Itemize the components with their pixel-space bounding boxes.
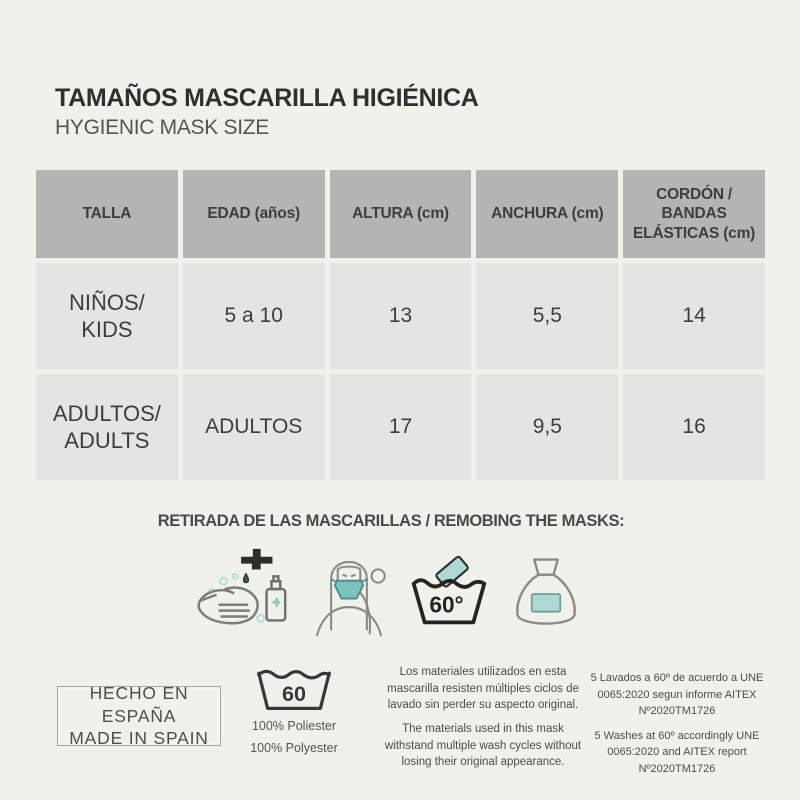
table-cell-kids-cordon: 14 (623, 263, 765, 369)
removal-section-title: RETIRADA DE LAS MASCARILLAS / REMOBING T… (157, 512, 625, 530)
material-es: 100% Poliester (251, 719, 337, 733)
remove-mask-icon (302, 540, 396, 644)
mask-in-bag (530, 593, 562, 613)
table-cell-kids-talla: NIÑOS/ KIDS (36, 263, 178, 369)
col-header-anchura: ANCHURA (cm) (476, 170, 619, 258)
mask-shape (333, 579, 365, 600)
table-cell-kids-altura: 13 (329, 263, 472, 369)
table-cell-adults-cordon: 16 (623, 374, 765, 480)
page-subtitle: HYGIENIC MASK SIZE (55, 116, 269, 139)
certification-info: 5 Lavados a 60º de acuerdo a UNE 0065:20… (589, 670, 765, 785)
wash-temp-care-label: 60 (282, 681, 306, 706)
care-text-es: Los materiales utilizados en esta mascar… (387, 666, 579, 712)
table-cell-adults-edad: ADULTOS (182, 374, 325, 480)
table-cell-adults-anchura: 9,5 (476, 374, 619, 480)
soap-cross (272, 597, 281, 607)
faucet-shape (241, 556, 273, 570)
table-cell-kids-edad: 5 a 10 (182, 263, 325, 369)
wash-hands-icon (196, 543, 294, 643)
page-title: TAMAÑOS MASCARILLA HIGIÉNICA (55, 84, 479, 112)
cert-text-en: 5 Washes at 60º accordingly UNE 0065:202… (594, 729, 760, 775)
table-cell-adults-altura: 17 (329, 374, 472, 480)
col-header-talla: TALLA (36, 170, 178, 258)
mask-in-water (435, 555, 469, 588)
wash-60-icon: 60° (407, 549, 491, 637)
table-cell-kids-anchura: 5,5 (476, 263, 619, 369)
care-instructions: Los materiales utilizados en esta mascar… (384, 664, 582, 778)
material-labels: 100% Poliester 100% Polyester (232, 716, 356, 760)
size-table: TALLA EDAD (años) ALTURA (cm) ANCHURA (c… (36, 170, 765, 480)
dispose-bag-icon (504, 551, 588, 637)
wash-60-care-icon: 60 (254, 666, 334, 714)
wash-temp-label: 60° (429, 591, 463, 617)
table-cell-adults-talla: ADULTOS/ ADULTS (36, 374, 178, 480)
col-header-edad: EDAD (años) (182, 170, 325, 258)
material-en: 100% Polyester (250, 740, 338, 755)
col-header-cordon: CORDÓN / BANDAS ELÁSTICAS (cm) (623, 170, 765, 258)
care-text-en: The materials used in this mask withstan… (384, 723, 582, 769)
cert-text-es: 5 Lavados a 60º de acuerdo a UNE 0065:20… (590, 672, 764, 717)
col-header-altura: ALTURA (cm) (329, 170, 472, 258)
made-in-spain-badge: HECHO EN ESPAÑA MADE IN SPAIN (57, 683, 221, 748)
